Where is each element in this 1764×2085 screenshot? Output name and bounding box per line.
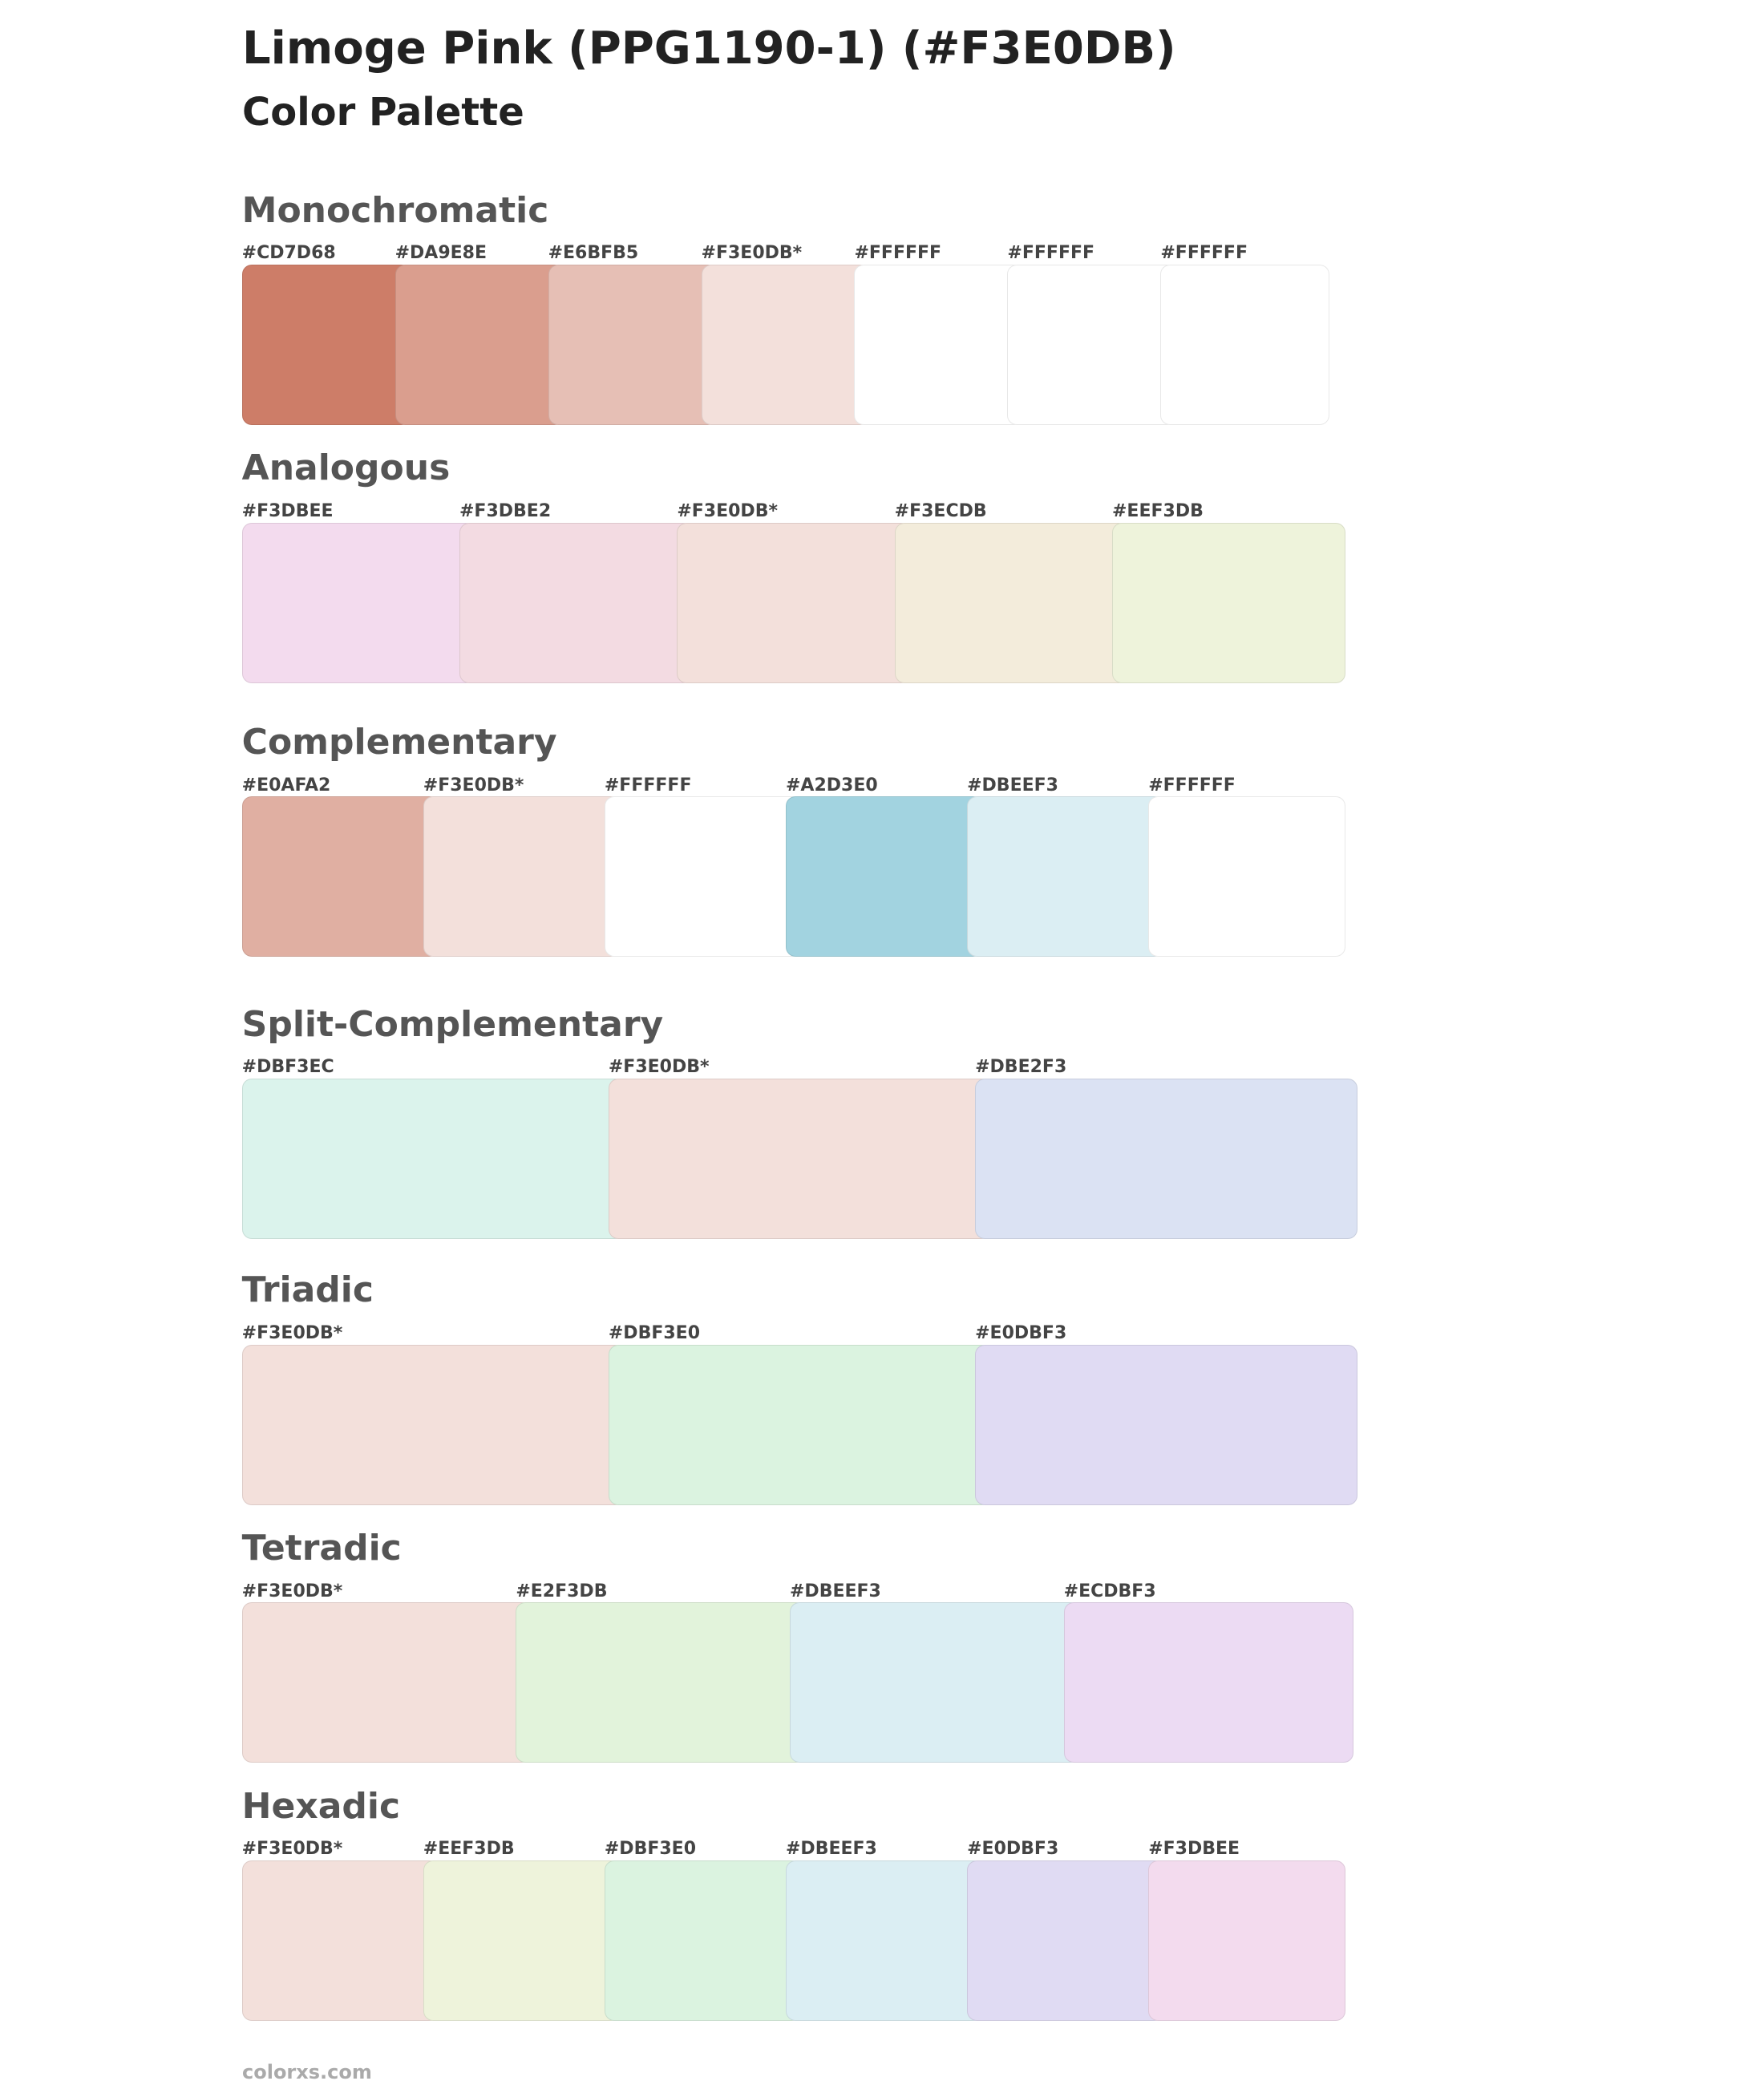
page-title: Limoge Pink (PPG1190-1) (#F3E0DB) bbox=[242, 22, 1176, 75]
color-swatch bbox=[241, 1602, 532, 1763]
swatch-label: #ECDBF3 bbox=[1063, 1581, 1156, 1601]
swatch-label: #EEF3DB bbox=[423, 1839, 515, 1860]
swatch-label: #DA9E8E bbox=[394, 243, 488, 264]
swatch-label: #F3DBEE bbox=[1148, 1839, 1240, 1860]
color-swatch bbox=[394, 265, 564, 425]
color-swatch bbox=[1160, 265, 1330, 425]
swatch-label: #F3E0DB* bbox=[423, 775, 524, 796]
footer: colorxs.com bbox=[242, 2061, 372, 2083]
swatch-label: #F3DBE2 bbox=[459, 501, 552, 521]
color-swatch bbox=[894, 522, 1128, 683]
color-swatch bbox=[241, 522, 475, 683]
swatch-label: #FFFFFF bbox=[1007, 243, 1095, 264]
swatch-label: #FFFFFF bbox=[1148, 775, 1236, 796]
swatch-label: #F3E0DB* bbox=[608, 1057, 710, 1078]
section-heading: Complementary bbox=[241, 722, 557, 763]
swatch-label: #DBEEF3 bbox=[967, 775, 1058, 796]
swatch-label: #DBEEF3 bbox=[786, 1839, 877, 1860]
swatch-label: #F3E0DB* bbox=[241, 1323, 343, 1343]
swatch-label: #F3E0DB* bbox=[701, 243, 803, 264]
section-heading: Tetradic bbox=[241, 1528, 402, 1569]
color-swatch bbox=[967, 1860, 1165, 2021]
swatch-label: #F3DBEE bbox=[241, 501, 334, 521]
color-swatch bbox=[790, 1602, 1080, 1763]
swatch-label: #E2F3DB bbox=[516, 1581, 608, 1601]
color-swatch bbox=[786, 1860, 984, 2021]
color-swatch bbox=[975, 1344, 1358, 1505]
swatch-label: #E6BFB5 bbox=[548, 243, 639, 264]
swatch-label: #E0AFA2 bbox=[241, 775, 331, 796]
swatch-label: #F3E0DB* bbox=[241, 1839, 343, 1860]
color-swatch bbox=[677, 522, 911, 683]
color-swatch bbox=[1007, 265, 1177, 425]
swatch-label: #DBE2F3 bbox=[975, 1057, 1067, 1078]
color-swatch bbox=[459, 522, 694, 683]
color-swatch bbox=[1112, 522, 1346, 683]
swatch-label: #E0DBF3 bbox=[975, 1323, 1067, 1343]
section-heading: Analogous bbox=[241, 447, 451, 489]
color-swatch bbox=[786, 796, 984, 957]
color-swatch bbox=[1148, 796, 1346, 957]
color-swatch bbox=[241, 1860, 439, 2021]
swatch-label: #FFFFFF bbox=[1160, 243, 1248, 264]
color-swatch bbox=[967, 796, 1165, 957]
swatch-label: #F3E0DB* bbox=[241, 1581, 343, 1601]
swatch-label: #DBEEF3 bbox=[790, 1581, 881, 1601]
color-swatch bbox=[423, 1860, 621, 2021]
color-swatch bbox=[423, 796, 621, 957]
swatch-label: #DBF3E0 bbox=[604, 1839, 697, 1860]
color-swatch bbox=[241, 265, 411, 425]
swatch-label: #E0DBF3 bbox=[967, 1839, 1059, 1860]
swatch-label: #CD7D68 bbox=[241, 243, 336, 264]
color-swatch bbox=[604, 796, 802, 957]
color-swatch bbox=[1148, 1860, 1346, 2021]
color-swatch bbox=[701, 265, 871, 425]
color-swatch bbox=[608, 1344, 992, 1505]
color-swatch bbox=[241, 796, 439, 957]
swatch-label: #DBF3EC bbox=[241, 1057, 334, 1078]
swatch-label: #F3E0DB* bbox=[677, 501, 778, 521]
swatch-label: #DBF3E0 bbox=[608, 1323, 701, 1343]
swatch-label: #FFFFFF bbox=[604, 775, 692, 796]
section-heading: Split-Complementary bbox=[241, 1003, 664, 1045]
page-subtitle: Color Palette bbox=[242, 90, 524, 135]
section-heading: Triadic bbox=[241, 1269, 374, 1311]
section-heading: Monochromatic bbox=[241, 189, 549, 231]
color-swatch bbox=[604, 1860, 802, 2021]
color-swatch bbox=[241, 1079, 625, 1239]
color-swatch bbox=[548, 265, 718, 425]
swatch-label: #F3ECDB bbox=[894, 501, 987, 521]
color-swatch bbox=[241, 1344, 625, 1505]
color-swatch bbox=[854, 265, 1024, 425]
color-swatch bbox=[608, 1079, 992, 1239]
section-heading: Hexadic bbox=[241, 1785, 401, 1827]
color-swatch bbox=[516, 1602, 806, 1763]
swatch-label: #FFFFFF bbox=[854, 243, 942, 264]
color-swatch bbox=[975, 1079, 1358, 1239]
swatch-label: #A2D3E0 bbox=[786, 775, 878, 796]
color-swatch bbox=[1063, 1602, 1354, 1763]
swatch-label: #EEF3DB bbox=[1112, 501, 1204, 521]
